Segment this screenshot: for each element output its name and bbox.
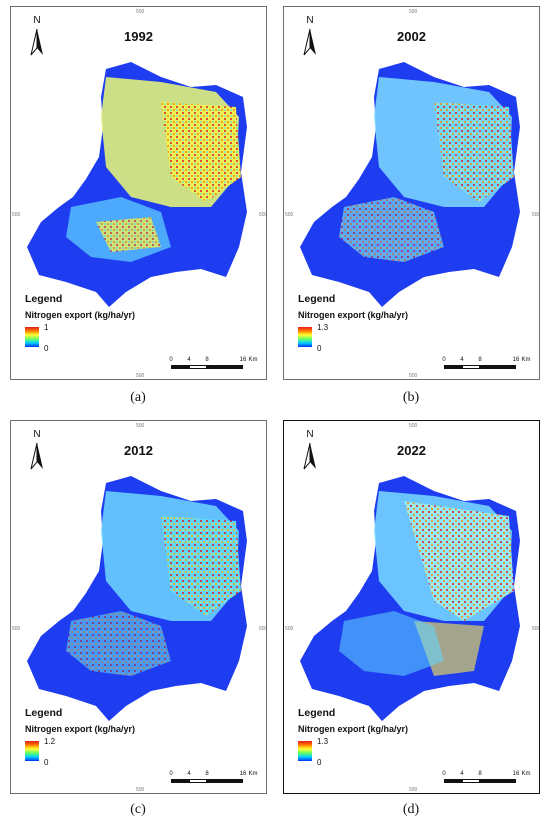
map-panel-2012: N 2012 500 500 500 500 Legend Nitrogen e… — [10, 420, 267, 794]
scale-label-8: 8 — [205, 357, 209, 363]
tick-label-bottom: 500 — [136, 373, 145, 379]
panel-caption-a: (a) — [130, 390, 146, 405]
map-panel-2022: N 2022 500 500 500 500 Legend Nitrogen e… — [283, 420, 540, 794]
scale-unit: Km — [521, 771, 531, 777]
panel-caption-c: (c) — [130, 802, 146, 817]
north-arrow: N — [27, 429, 47, 473]
north-label: N — [306, 429, 314, 440]
north-arrow-icon — [30, 442, 43, 470]
legend-max: 1.3 — [317, 323, 329, 332]
scale-label-8: 8 — [478, 357, 482, 363]
legend-title: Legend — [298, 707, 336, 719]
tick-label-right: 500 — [532, 212, 540, 218]
north-arrow: N — [300, 429, 320, 473]
north-arrow-icon — [303, 28, 316, 56]
scale-bar: 0 4 8 16 Km — [442, 771, 534, 791]
nitrogen-map-2022 — [300, 476, 520, 721]
tick-label-bottom: 500 — [136, 787, 145, 793]
nitrogen-map-2002 — [300, 62, 520, 307]
legend-subtitle: Nitrogen export (kg/ha/yr) — [25, 310, 136, 320]
scale-label-4: 4 — [187, 357, 191, 363]
map-year: 2022 — [397, 443, 426, 458]
legend-title: Legend — [25, 293, 63, 305]
scale-bar: 0 4 8 16 Km — [169, 771, 261, 791]
legend-title: Legend — [25, 707, 63, 719]
tick-label-bottom: 500 — [409, 787, 418, 793]
map-panel-1992: N 1992 500 500 500 500 Legend Nitrogen e… — [10, 6, 267, 380]
scale-label-4: 4 — [460, 771, 464, 777]
legend-subtitle: Nitrogen export (kg/ha/yr) — [298, 310, 409, 320]
legend-min: 0 — [44, 344, 49, 353]
north-label: N — [33, 429, 41, 440]
scale-label-16: 16 — [512, 771, 520, 777]
north-label: N — [33, 15, 41, 26]
scale-label-0: 0 — [442, 771, 446, 777]
color-ramp — [25, 327, 39, 347]
tick-label-top: 500 — [409, 9, 418, 15]
scale-label-4: 4 — [460, 357, 464, 363]
north-arrow: N — [300, 15, 320, 59]
scale-label-0: 0 — [169, 771, 173, 777]
legend-max: 1.3 — [317, 737, 329, 746]
scale-bar: 0 4 8 16 Km — [169, 357, 261, 377]
scale-bar: 0 4 8 16 Km — [442, 357, 534, 377]
tick-label-top: 500 — [409, 423, 418, 429]
tick-label-left: 500 — [285, 626, 294, 632]
north-arrow: N — [27, 15, 47, 59]
legend-max: 1 — [44, 323, 49, 332]
tick-label-right: 500 — [259, 212, 267, 218]
legend-min: 0 — [317, 758, 322, 767]
tick-label-right: 500 — [259, 626, 267, 632]
legend-title: Legend — [298, 293, 336, 305]
tick-label-top: 500 — [136, 9, 145, 15]
map-panel-2002: N 2002 500 500 500 500 Legend Nitrogen e… — [283, 6, 540, 380]
north-arrow-icon — [303, 442, 316, 470]
map-year: 2012 — [124, 443, 153, 458]
tick-label-right: 500 — [532, 626, 540, 632]
scale-label-8: 8 — [205, 771, 209, 777]
scale-label-16: 16 — [239, 771, 247, 777]
scale-unit: Km — [248, 357, 258, 363]
scale-label-4: 4 — [187, 771, 191, 777]
north-arrow-icon — [30, 28, 43, 56]
map-year: 1992 — [124, 29, 153, 44]
scale-unit: Km — [248, 771, 258, 777]
color-ramp — [298, 327, 312, 347]
tick-label-top: 500 — [136, 423, 145, 429]
scale-label-0: 0 — [442, 357, 446, 363]
legend-min: 0 — [44, 758, 49, 767]
scale-unit: Km — [521, 357, 531, 363]
tick-label-left: 500 — [12, 212, 21, 218]
legend-subtitle: Nitrogen export (kg/ha/yr) — [25, 724, 136, 734]
scale-label-16: 16 — [239, 357, 247, 363]
map-year: 2002 — [397, 29, 426, 44]
north-label: N — [306, 15, 314, 26]
scale-label-16: 16 — [512, 357, 520, 363]
tick-label-left: 500 — [285, 212, 294, 218]
panel-caption-d: (d) — [402, 802, 420, 817]
tick-label-left: 500 — [12, 626, 21, 632]
scale-label-0: 0 — [169, 357, 173, 363]
tick-label-bottom: 500 — [409, 373, 418, 379]
scale-label-8: 8 — [478, 771, 482, 777]
color-ramp — [25, 741, 39, 761]
color-ramp — [298, 741, 312, 761]
legend-subtitle: Nitrogen export (kg/ha/yr) — [298, 724, 409, 734]
legend-max: 1.2 — [44, 737, 56, 746]
legend-min: 0 — [317, 344, 322, 353]
nitrogen-map-1992 — [27, 62, 247, 307]
nitrogen-map-2012 — [27, 476, 247, 721]
panel-caption-b: (b) — [402, 390, 420, 405]
